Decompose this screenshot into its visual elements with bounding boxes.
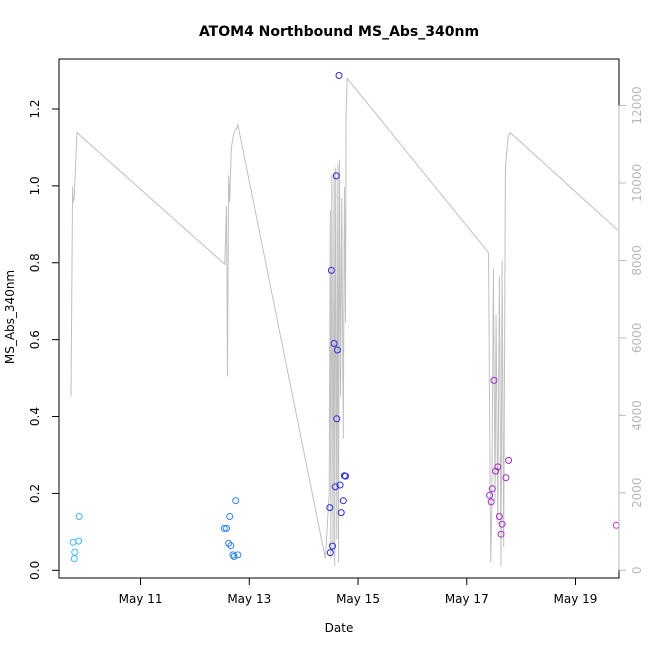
data-point	[505, 456, 513, 464]
data-point	[339, 497, 347, 505]
y-tick-label: 0.0	[28, 561, 42, 580]
data-point	[226, 513, 234, 520]
data-point	[492, 467, 500, 475]
data-point	[75, 513, 83, 520]
data-point	[337, 509, 345, 517]
points-layer	[69, 72, 620, 563]
secondary-series-line	[70, 77, 619, 567]
y2-tick-label: 2000	[630, 478, 644, 509]
data-point	[487, 498, 495, 506]
series-line-layer	[70, 77, 619, 567]
y2-tick-label: 8000	[630, 245, 644, 276]
data-point	[70, 555, 78, 563]
chart-title: ATOM4 Northbound MS_Abs_340nm	[199, 24, 479, 40]
x-tick-label: May 19	[554, 592, 598, 606]
y-tick-label: 1.2	[28, 99, 42, 118]
x-tick-label: May 15	[336, 592, 380, 606]
data-point	[230, 553, 238, 560]
x-tick-label: May 11	[119, 592, 163, 606]
data-point	[234, 551, 242, 559]
y-tick-label: 0.2	[28, 484, 42, 503]
y-tick-label: 0.4	[28, 407, 42, 426]
data-point	[232, 497, 240, 505]
data-point	[326, 504, 334, 512]
data-point	[220, 524, 228, 532]
x-axis-label: Date	[325, 621, 354, 635]
y2-tick-label: 4000	[630, 400, 644, 431]
x-tick-label: May 17	[445, 592, 489, 606]
data-point	[227, 542, 235, 550]
x-tick-label: May 13	[227, 592, 271, 606]
data-point	[71, 548, 79, 556]
data-point	[329, 542, 336, 550]
y2-tick-label: 12000	[630, 86, 644, 124]
data-point	[612, 521, 620, 529]
data-point	[494, 463, 502, 471]
x-axis: May 11 May 13 May 15 May 17 May 19	[119, 577, 598, 606]
data-point	[225, 539, 233, 547]
data-point	[327, 266, 335, 274]
y2-axis: 0 2000 4000 6000 8000 10000 12000	[618, 86, 644, 574]
y2-tick-label: 0	[630, 566, 644, 574]
data-point	[229, 551, 237, 559]
data-point	[497, 530, 505, 538]
data-point	[333, 415, 341, 423]
y-tick-label: 1.0	[28, 176, 42, 195]
y-tick-label: 0.8	[28, 253, 42, 272]
data-point	[488, 485, 496, 493]
data-point	[69, 538, 77, 546]
data-point	[336, 481, 344, 489]
y-tick-label: 0.6	[28, 330, 42, 349]
data-point	[335, 72, 343, 79]
data-point	[486, 491, 494, 499]
data-point	[75, 537, 83, 545]
y2-tick-label: 10000	[630, 164, 644, 202]
y-axis: 0.0 0.2 0.4 0.6 0.8 1.0 1.2	[28, 99, 60, 580]
data-point	[223, 524, 230, 532]
data-point	[502, 474, 510, 482]
y-axis-label: MS_Abs_340nm	[3, 270, 17, 364]
data-point	[330, 340, 338, 347]
data-point	[333, 346, 341, 354]
data-point	[326, 549, 334, 557]
data-point	[495, 513, 503, 520]
data-point	[498, 520, 506, 528]
data-point	[332, 172, 340, 180]
y2-tick-label: 6000	[630, 323, 644, 354]
data-point	[490, 376, 498, 384]
data-point	[342, 472, 349, 480]
